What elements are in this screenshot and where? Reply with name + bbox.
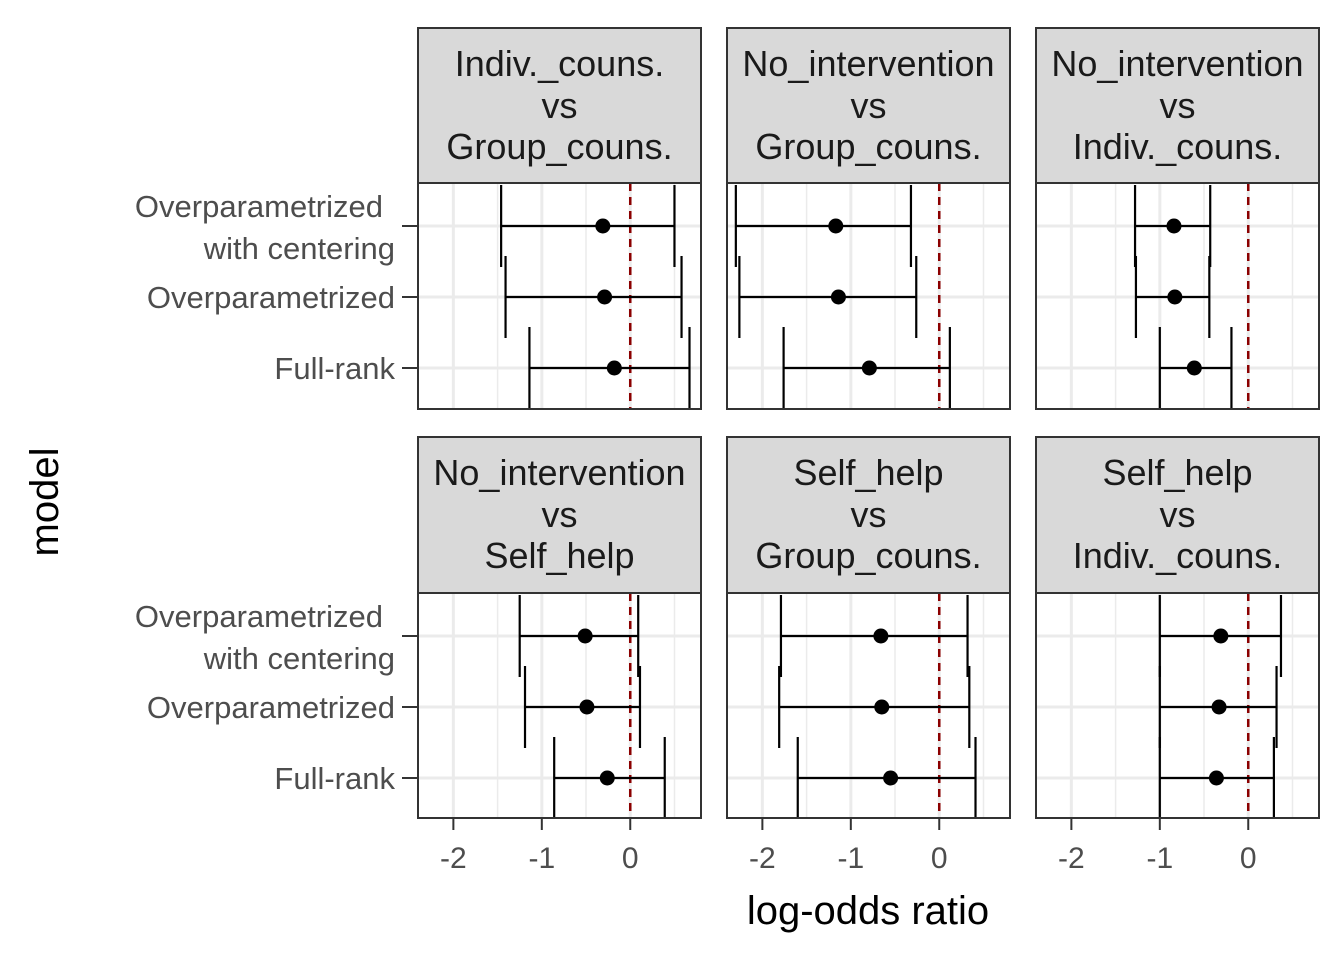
point-estimate bbox=[599, 770, 615, 786]
panel-title-line: Group_couns. bbox=[446, 126, 672, 167]
y-tick-label: with centering bbox=[203, 231, 395, 266]
point-estimate bbox=[1208, 770, 1224, 786]
x-tick-label: -2 bbox=[1058, 842, 1085, 875]
point-estimate bbox=[595, 218, 611, 234]
panel-strip bbox=[417, 27, 702, 184]
panel-title-line: vs bbox=[1160, 85, 1196, 126]
panel-title-line: No_intervention bbox=[1051, 43, 1303, 84]
x-tick-label: 0 bbox=[622, 842, 639, 875]
point-estimate bbox=[830, 289, 846, 305]
point-estimate bbox=[577, 628, 593, 644]
x-tick-label: -1 bbox=[528, 842, 555, 875]
y-tick-label: Overparametrized bbox=[147, 690, 395, 725]
x-tick-label: -2 bbox=[440, 842, 467, 875]
error-bar bbox=[504, 256, 683, 338]
y-tick-label: Overparametrized bbox=[135, 189, 383, 224]
panel-border bbox=[1035, 592, 1320, 819]
x-tick-label: -1 bbox=[1146, 842, 1173, 875]
panel-border bbox=[726, 592, 1011, 819]
error-bar bbox=[734, 185, 913, 267]
point-estimate bbox=[883, 770, 899, 786]
panel-title-line: Group_couns. bbox=[755, 535, 981, 576]
panel-title-line: Indiv._couns. bbox=[1073, 535, 1282, 576]
panel-title-line: Self_help bbox=[793, 452, 943, 493]
y-tick-label: Overparametrized bbox=[147, 280, 395, 315]
y-axis-title: model bbox=[23, 448, 67, 557]
panel-strip bbox=[417, 436, 702, 594]
error-bar bbox=[738, 256, 918, 338]
point-estimate bbox=[597, 289, 613, 305]
y-axis-labels: Overparametrized with centering Overparame… bbox=[135, 189, 418, 796]
panel-title-line: Group_couns. bbox=[755, 126, 981, 167]
panel-title-line: Indiv._couns. bbox=[1073, 126, 1282, 167]
point-estimate bbox=[1211, 699, 1227, 715]
panel-strip bbox=[726, 436, 1011, 594]
panel-strip bbox=[1035, 27, 1320, 184]
panel-title-line: No_intervention bbox=[742, 43, 994, 84]
point-estimate bbox=[1166, 218, 1182, 234]
panel-border bbox=[417, 592, 702, 819]
panel-title-line: vs bbox=[851, 85, 887, 126]
y-tick-label: Full-rank bbox=[274, 351, 395, 386]
panel-title-line: vs bbox=[542, 494, 578, 535]
point-estimate bbox=[828, 218, 844, 234]
point-estimate bbox=[861, 360, 877, 376]
panel-title-line: Self_help bbox=[1102, 452, 1252, 493]
point-estimate bbox=[1186, 360, 1202, 376]
x-tick-label: 0 bbox=[1240, 842, 1257, 875]
point-estimate bbox=[874, 699, 890, 715]
panel-title-line: vs bbox=[1160, 494, 1196, 535]
y-tick-label: with centering bbox=[203, 641, 395, 676]
x-tick-label: -1 bbox=[837, 842, 864, 875]
panel-title-line: vs bbox=[851, 494, 887, 535]
panel-border bbox=[726, 182, 1011, 410]
panel-border bbox=[1035, 182, 1320, 410]
x-axis: -2 -1 0 -2 -1 0 -2 -1 0 bbox=[440, 818, 1257, 875]
point-estimate bbox=[606, 360, 622, 376]
error-bar bbox=[500, 185, 676, 267]
y-tick-label: Overparametrized bbox=[135, 599, 383, 634]
panels-layer: Indiv._couns.vsGroup_couns.No_interventi… bbox=[417, 27, 1320, 819]
point-estimate bbox=[1167, 289, 1183, 305]
x-axis-title: log-odds ratio bbox=[747, 889, 989, 933]
panel-title-line: Self_help bbox=[484, 535, 634, 576]
panel-title-line: No_intervention bbox=[433, 452, 685, 493]
x-tick-label: -2 bbox=[749, 842, 776, 875]
panel-title-line: Indiv._couns. bbox=[455, 43, 664, 84]
x-tick-label: 0 bbox=[931, 842, 948, 875]
error-bar bbox=[778, 666, 971, 748]
point-estimate bbox=[579, 699, 595, 715]
point-estimate bbox=[873, 628, 889, 644]
panel-strip bbox=[726, 27, 1011, 184]
point-estimate bbox=[1213, 628, 1229, 644]
panel-title-line: vs bbox=[542, 85, 578, 126]
y-tick-label: Full-rank bbox=[274, 761, 395, 796]
